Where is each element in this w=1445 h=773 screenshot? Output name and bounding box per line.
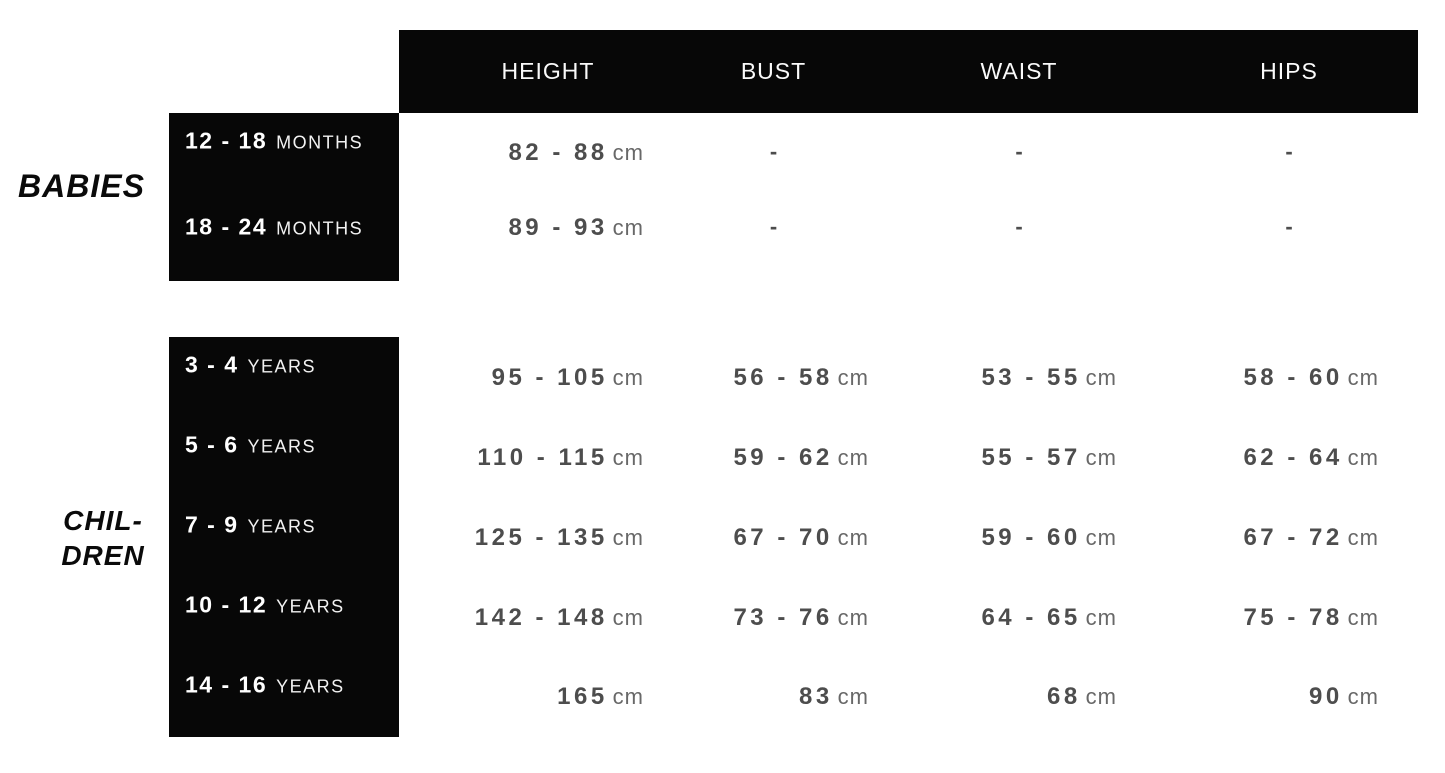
- cell-height: 82 - 88 cm: [508, 139, 644, 166]
- size-range: 7 - 9: [185, 511, 239, 538]
- size-unit: YEARS: [276, 676, 345, 697]
- cell-hips: -: [1285, 139, 1293, 164]
- table-row-babies-18-24: 89 - 93 cm - - -: [399, 216, 1395, 240]
- table-row-babies-12-18: 82 - 88 cm - - -: [399, 141, 1395, 165]
- cell-bust: 73 - 76 cm: [733, 604, 869, 631]
- column-header-waist: WAIST: [980, 58, 1058, 84]
- table-header-bar: HEIGHT BUST WAIST HIPS: [399, 30, 1418, 113]
- column-header-height: HEIGHT: [501, 58, 595, 84]
- cell-hips: 62 - 64 cm: [1243, 444, 1379, 471]
- cell-bust: -: [769, 214, 778, 239]
- cell-waist: 53 - 55 cm: [981, 364, 1117, 391]
- size-label-10-12-years: 10 - 12 YEARS: [185, 591, 345, 618]
- size-range: 14 - 16: [185, 671, 268, 698]
- cell-hips: 58 - 60 cm: [1243, 364, 1379, 391]
- table-row-children-7-9: 125 - 135 cm 67 - 70 cm 59 - 60 cm 67 - 72 c…: [399, 526, 1395, 550]
- children-size-box: 3 - 4 YEARS 5 - 6 YEARS 7 - 9 YEARS 10 - 12…: [169, 337, 399, 737]
- cell-height: 142 - 148 cm: [474, 604, 644, 631]
- cell-bust: 56 - 58 cm: [733, 364, 869, 391]
- size-label-14-16-years: 14 - 16 YEARS: [185, 671, 345, 698]
- column-header-hips: HIPS: [1260, 58, 1318, 84]
- size-unit: YEARS: [247, 436, 317, 457]
- cell-waist: 68 cm: [1046, 683, 1117, 710]
- size-label-3-4-years: 3 - 4 YEARS: [185, 351, 317, 378]
- cell-height: 125 - 135 cm: [474, 524, 644, 551]
- cell-hips: 90 cm: [1308, 683, 1379, 710]
- size-label-5-6-years: 5 - 6 YEARS: [185, 431, 317, 458]
- babies-size-box: 12 - 18 MONTHS 18 - 24 MONTHS: [169, 113, 399, 281]
- table-row-children-5-6: 110 - 115 cm 59 - 62 cm 55 - 57 cm 62 - 64 c…: [399, 446, 1395, 470]
- cell-waist: -: [1015, 214, 1023, 239]
- size-range: 18 - 24: [185, 213, 268, 240]
- cell-hips: 67 - 72 cm: [1243, 524, 1379, 551]
- cell-height: 89 - 93 cm: [508, 214, 644, 241]
- size-label-18-24-months: 18 - 24 MONTHS: [185, 213, 364, 240]
- cell-waist: -: [1015, 139, 1023, 164]
- size-range: 12 - 18: [185, 127, 268, 154]
- group-label-babies: BABIES: [18, 168, 145, 204]
- cell-bust: 83 cm: [798, 683, 869, 710]
- cell-waist: 64 - 65 cm: [981, 604, 1117, 631]
- size-unit: YEARS: [276, 596, 345, 617]
- cell-hips: -: [1285, 214, 1293, 239]
- size-range: 5 - 6: [185, 431, 239, 458]
- size-label-7-9-years: 7 - 9 YEARS: [185, 511, 317, 538]
- size-unit: MONTHS: [276, 132, 364, 153]
- cell-hips: 75 - 78 cm: [1243, 604, 1379, 631]
- cell-bust: 67 - 70 cm: [733, 524, 869, 551]
- size-range: 10 - 12: [185, 591, 268, 618]
- size-range: 3 - 4: [185, 351, 239, 378]
- cell-waist: 55 - 57 cm: [981, 444, 1117, 471]
- group-label-children-line1: CHIL-: [63, 505, 143, 536]
- cell-height: 110 - 115 cm: [477, 444, 644, 471]
- cell-waist: 59 - 60 cm: [981, 524, 1117, 551]
- cell-height: 165 cm: [557, 683, 644, 710]
- group-label-children-line2: DREN: [61, 540, 145, 571]
- table-row-children-10-12: 142 - 148 cm 73 - 76 cm 64 - 65 cm 75 - 78 c…: [399, 606, 1395, 630]
- size-unit: YEARS: [247, 516, 317, 537]
- group-label-children: CHIL- DREN: [40, 503, 166, 573]
- column-header-bust: BUST: [740, 58, 807, 84]
- size-unit: MONTHS: [276, 218, 364, 239]
- size-label-12-18-months: 12 - 18 MONTHS: [185, 127, 364, 154]
- table-row-children-14-16: 165 cm 83 cm 68 cm 90 cm: [399, 685, 1395, 709]
- table-row-children-3-4: 95 - 105 cm 56 - 58 cm 53 - 55 cm 58 - 60 cm: [399, 366, 1395, 390]
- cell-bust: -: [769, 139, 778, 164]
- cell-bust: 59 - 62 cm: [733, 444, 869, 471]
- cell-height: 95 - 105 cm: [491, 364, 644, 391]
- size-unit: YEARS: [247, 356, 317, 377]
